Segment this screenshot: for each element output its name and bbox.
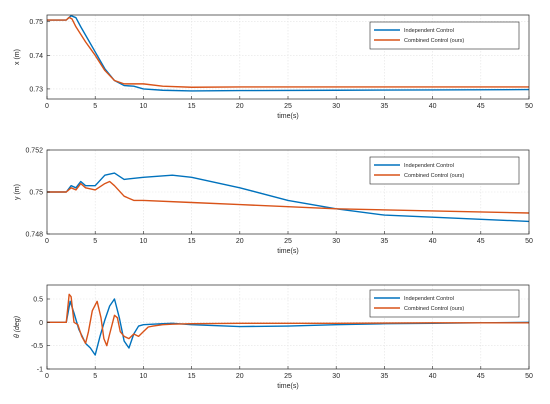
- x-tick-label: 30: [332, 373, 340, 380]
- x-tick-label: 5: [93, 103, 97, 110]
- legend-box: [369, 289, 520, 318]
- legend: Independent Control Combined Control (our…: [369, 21, 520, 50]
- x-tick-label: 0: [45, 373, 49, 380]
- x-tick-label: 20: [236, 373, 244, 380]
- x-tick-label: 40: [429, 238, 437, 245]
- x-tick-label: 25: [284, 238, 292, 245]
- subplot-3: 0 5 10 15 20 25 30 35 40 45 50 -1 -0.5 0 0.5 time(s) θ (…: [14, 284, 533, 390]
- y-tick-label: 0.75: [29, 190, 43, 197]
- x-tick-label: 35: [381, 238, 389, 245]
- y-tick-label: -1: [37, 367, 43, 374]
- subplot-2: 0 5 10 15 20 25 30 35 40 45 50 0.748 0.75 0.752 time(s…: [14, 148, 533, 256]
- legend-box: [369, 21, 520, 50]
- x-axis-label: time(s): [277, 383, 298, 390]
- x-tick-label: 0: [45, 103, 49, 110]
- x-tick-label: 15: [188, 373, 196, 380]
- legend: Independent Control Combined Control (our…: [369, 156, 520, 185]
- x-tick-label: 35: [381, 373, 389, 380]
- x-tick-label: 0: [45, 238, 49, 245]
- y-tick-label: 0.74: [29, 53, 43, 60]
- y-tick-label: 0.73: [29, 86, 43, 93]
- x-tick-label: 20: [236, 103, 244, 110]
- y-axis-label: x (m): [14, 49, 21, 65]
- x-tick-label: 30: [332, 103, 340, 110]
- legend-entry: Independent Control: [404, 163, 454, 169]
- y-tick-label: -0.5: [31, 343, 43, 350]
- legend-entry: Combined Control (ours): [404, 306, 464, 312]
- x-tick-label: 5: [93, 238, 97, 245]
- y-tick-label: 0.748: [25, 232, 43, 239]
- x-tick-label: 10: [140, 238, 148, 245]
- x-axis-label: time(s): [277, 248, 298, 255]
- x-tick-label: 50: [525, 238, 533, 245]
- legend: Independent Control Combined Control (our…: [369, 289, 520, 318]
- x-tick-label: 50: [525, 103, 533, 110]
- x-tick-label: 15: [188, 238, 196, 245]
- legend-entry: Independent Control: [404, 28, 454, 34]
- x-tick-label: 10: [140, 373, 148, 380]
- x-tick-label: 5: [93, 373, 97, 380]
- x-tick-label: 40: [429, 373, 437, 380]
- series-line-combined: [47, 293, 529, 347]
- x-axis-label: time(s): [277, 113, 298, 120]
- x-tick-label: 40: [429, 103, 437, 110]
- x-tick-label: 30: [332, 238, 340, 245]
- x-tick-label: 45: [477, 373, 485, 380]
- legend-box: [369, 156, 520, 185]
- x-tick-label: 25: [284, 103, 292, 110]
- series-line-independent: [47, 172, 530, 223]
- legend-entry: Independent Control: [404, 296, 454, 302]
- x-tick-label: 45: [477, 103, 485, 110]
- x-tick-label: 20: [236, 238, 244, 245]
- subplot-1: 0 5 10 15 20 25 30 35 40 45 50 0.73 0.74 0.75 time(s) x…: [14, 14, 533, 120]
- x-tick-label: 10: [140, 103, 148, 110]
- x-tick-label: 25: [284, 373, 292, 380]
- y-tick-label: 0.75: [29, 19, 43, 26]
- x-tick-label: 35: [381, 103, 389, 110]
- y-axis-label: y (m): [14, 184, 21, 200]
- y-axis-label: θ (deg): [14, 316, 21, 338]
- x-tick-label: 45: [477, 238, 485, 245]
- x-tick-label: 15: [188, 103, 196, 110]
- series-line-combined: [47, 180, 530, 214]
- y-tick-label: 0.752: [25, 148, 43, 155]
- legend-entry: Combined Control (ours): [404, 173, 464, 179]
- x-tick-label: 50: [525, 373, 533, 380]
- y-tick-label: 0.5: [33, 297, 43, 304]
- y-tick-label: 0: [39, 320, 43, 327]
- legend-entry: Combined Control (ours): [404, 38, 464, 44]
- series-line-combined: [47, 16, 529, 88]
